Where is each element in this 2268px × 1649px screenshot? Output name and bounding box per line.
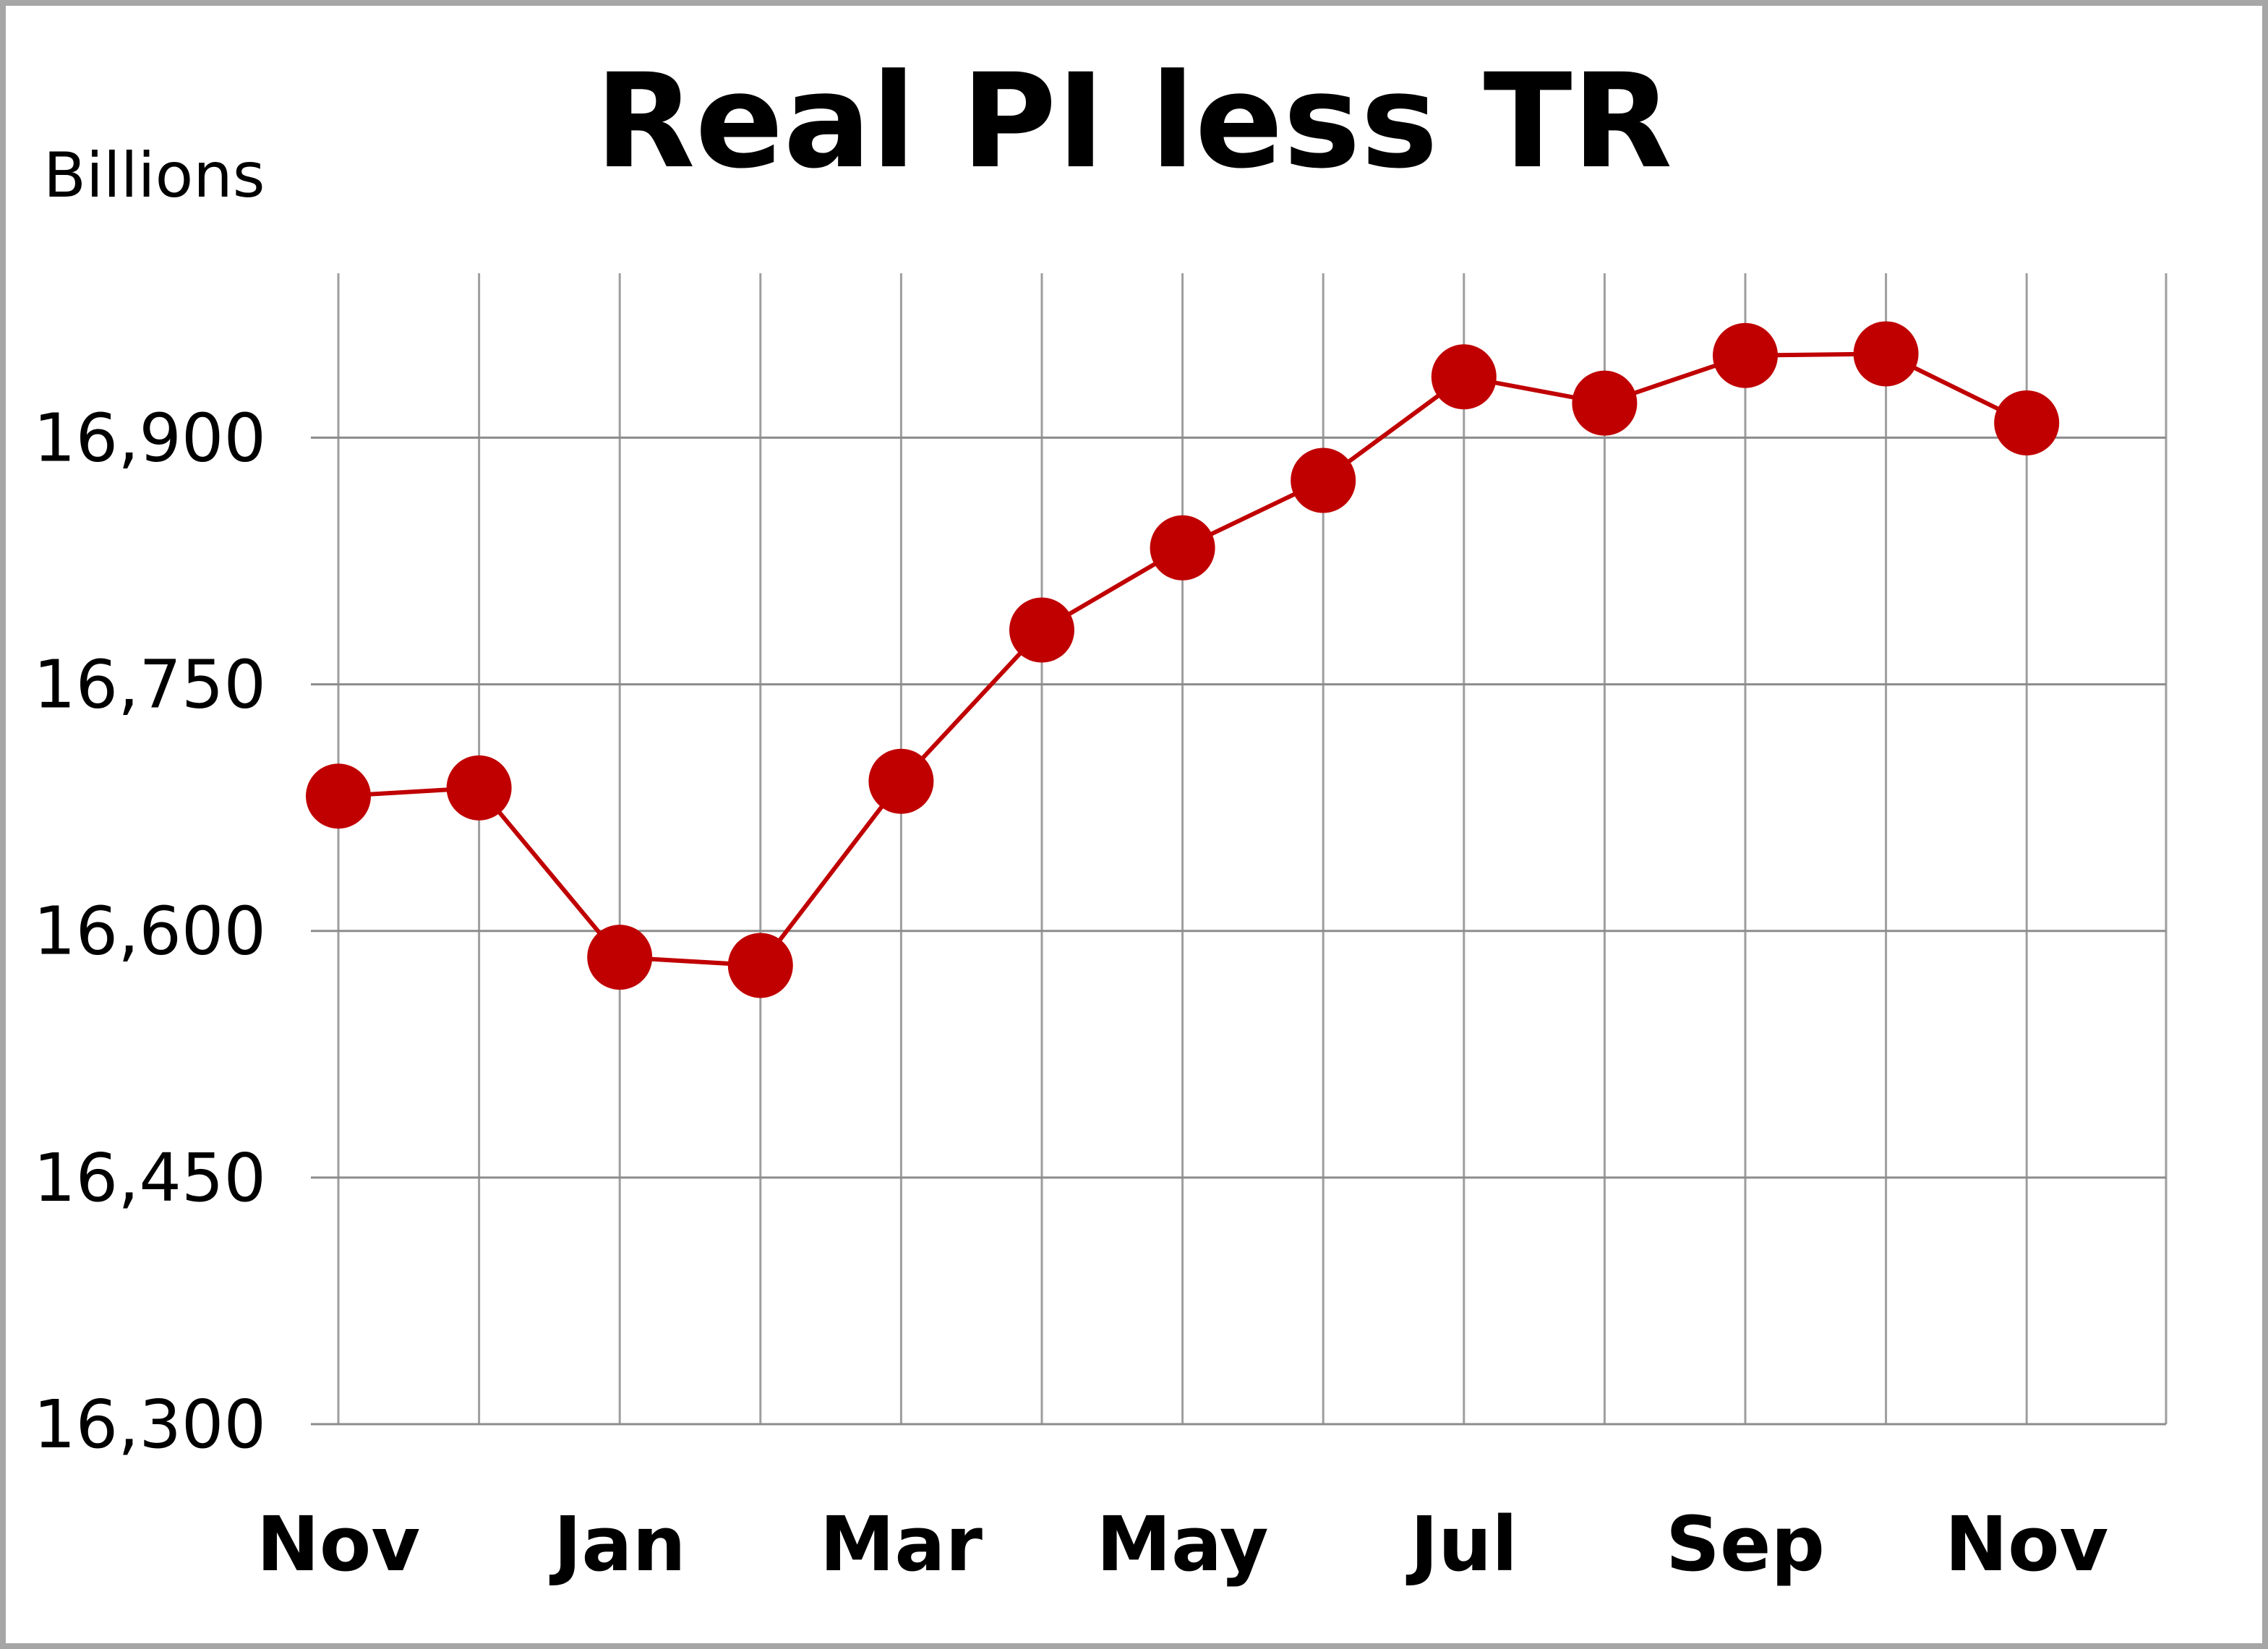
data-point xyxy=(587,925,653,990)
x-tick-label: May xyxy=(1096,1500,1268,1588)
x-tick-label: Jul xyxy=(1406,1500,1518,1588)
y-tick-label: 16,450 xyxy=(33,1139,266,1217)
chart-title: Real PI less TR xyxy=(595,46,1672,197)
y-tick-label: 16,900 xyxy=(33,399,266,476)
data-point xyxy=(727,933,793,998)
y-tick-label: 16,600 xyxy=(33,893,266,970)
data-point xyxy=(1291,447,1356,513)
data-point xyxy=(1009,597,1074,663)
y-axis-unit-label: Billions xyxy=(43,140,265,212)
x-tick-label: Nov xyxy=(1945,1500,2108,1588)
data-point xyxy=(1853,321,1919,387)
data-series xyxy=(306,321,2060,998)
data-point xyxy=(1572,370,1638,436)
data-point xyxy=(1994,390,2060,455)
data-point xyxy=(868,748,934,814)
data-point xyxy=(306,763,371,829)
data-point xyxy=(1713,322,1778,388)
x-tick-label: Jan xyxy=(549,1500,686,1588)
x-tick-label: Nov xyxy=(257,1500,420,1588)
data-point xyxy=(1431,344,1497,410)
y-axis-ticks: 16,300 16,450 16,600 16,750 16,900 xyxy=(33,399,266,1463)
x-tick-label: Mar xyxy=(820,1500,983,1588)
y-tick-label: 16,300 xyxy=(33,1386,266,1463)
x-tick-label: Sep xyxy=(1666,1500,1825,1588)
data-point xyxy=(1150,515,1215,581)
data-point xyxy=(446,755,512,821)
gridlines xyxy=(311,273,2168,1426)
y-tick-label: 16,750 xyxy=(33,646,266,724)
x-axis-ticks: Nov Jan Mar May Jul Sep Nov xyxy=(257,1500,2108,1588)
